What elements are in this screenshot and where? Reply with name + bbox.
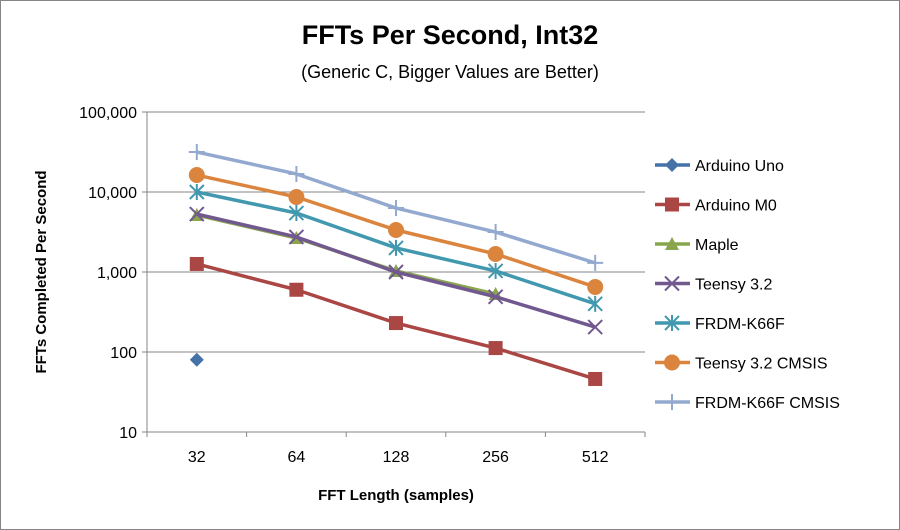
data-point bbox=[188, 167, 205, 184]
data-point bbox=[188, 144, 205, 161]
series-teensy-3-2-cmsis bbox=[188, 167, 604, 295]
y-tick-label: 1,000 bbox=[97, 265, 137, 282]
y-axis-label: FFTs Completed Per Second bbox=[33, 170, 50, 373]
data-point bbox=[288, 205, 305, 222]
legend-marker bbox=[665, 237, 679, 250]
x-tick-label: 512 bbox=[582, 449, 609, 466]
data-point bbox=[587, 295, 603, 312]
x-tick-label: 128 bbox=[383, 449, 410, 466]
data-point bbox=[189, 256, 204, 271]
legend-label: Arduino M0 bbox=[695, 198, 777, 215]
legend-marker bbox=[664, 315, 680, 331]
y-tick-label: 100,000 bbox=[79, 105, 137, 122]
data-point bbox=[487, 224, 504, 241]
y-tick-label: 100 bbox=[110, 345, 137, 362]
x-tick-label: 64 bbox=[288, 449, 306, 466]
data-point bbox=[487, 262, 504, 279]
data-point bbox=[189, 184, 205, 200]
chart-subtitle: (Generic C, Bigger Values are Better) bbox=[301, 62, 599, 82]
legend-marker bbox=[664, 354, 680, 371]
legend-marker bbox=[665, 197, 679, 212]
y-tick-label: 10,000 bbox=[88, 185, 137, 202]
data-point bbox=[487, 245, 504, 262]
y-tick-label: 10 bbox=[119, 425, 137, 442]
data-point bbox=[288, 188, 305, 205]
data-point bbox=[488, 341, 503, 356]
legend-label: Teensy 3.2 bbox=[695, 277, 772, 294]
series-arduino-m0 bbox=[189, 256, 603, 386]
legend-label: FRDM-K66F bbox=[695, 316, 785, 333]
data-point bbox=[189, 352, 204, 367]
data-point bbox=[388, 239, 404, 256]
legend-label: Arduino Uno bbox=[695, 158, 784, 175]
data-point bbox=[388, 264, 404, 280]
x-tick-label: 256 bbox=[482, 449, 509, 466]
legend-marker bbox=[664, 275, 680, 292]
x-axis-label: FFT Length (samples) bbox=[318, 487, 474, 504]
data-point bbox=[487, 289, 504, 305]
legend-label: Teensy 3.2 CMSIS bbox=[695, 356, 828, 373]
legend-label: Maple bbox=[695, 237, 739, 254]
series-frdm-k66f-cmsis bbox=[188, 144, 604, 271]
series-arduino-uno bbox=[189, 352, 204, 367]
series-teensy-3-2 bbox=[189, 206, 603, 335]
data-point bbox=[288, 165, 305, 182]
series-frdm-k66f bbox=[189, 184, 603, 312]
chart-title: FFTs Per Second, Int32 bbox=[301, 20, 599, 50]
data-point bbox=[388, 200, 404, 217]
data-point bbox=[587, 319, 603, 335]
data-point bbox=[288, 229, 305, 245]
x-tick-label: 32 bbox=[188, 449, 206, 466]
legend-marker bbox=[665, 158, 679, 172]
legend-label: FRDM-K66F CMSIS bbox=[695, 395, 840, 412]
data-point bbox=[189, 206, 205, 222]
data-point bbox=[587, 254, 604, 271]
legend-marker bbox=[664, 394, 680, 410]
data-point bbox=[588, 371, 603, 386]
data-point bbox=[389, 316, 403, 331]
data-point bbox=[587, 278, 604, 295]
data-point bbox=[388, 221, 404, 238]
data-point bbox=[289, 282, 304, 297]
